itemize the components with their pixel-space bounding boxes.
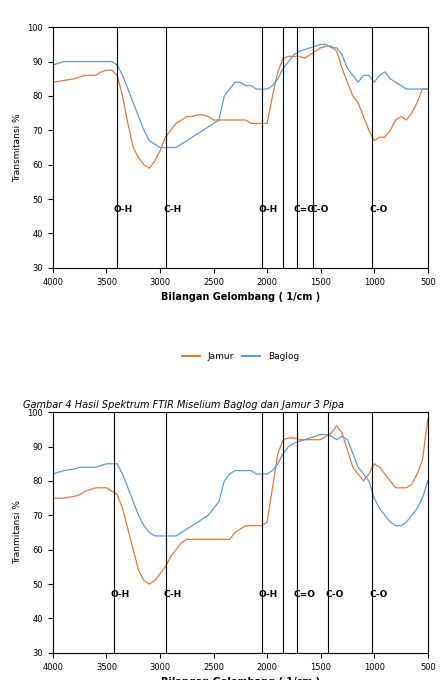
Text: C-H: C-H	[163, 590, 181, 599]
Legend: Jamur, Baglog: Jamur, Baglog	[178, 348, 303, 364]
Text: C-H: C-H	[164, 205, 182, 214]
Text: C=O: C=O	[293, 205, 315, 214]
Text: C-O: C-O	[370, 205, 388, 214]
Text: C-O: C-O	[369, 590, 388, 599]
Text: O-H: O-H	[114, 205, 133, 214]
X-axis label: Bilangan Gelombang ( 1/cm ): Bilangan Gelombang ( 1/cm )	[161, 677, 320, 680]
Text: Gambar 4 Hasil Spektrum FTIR Miselium Baglog dan Jamur 3 Pipa: Gambar 4 Hasil Spektrum FTIR Miselium Ba…	[23, 400, 344, 410]
Text: O-H: O-H	[258, 205, 278, 214]
Text: O-H: O-H	[258, 590, 278, 599]
X-axis label: Bilangan Gelombang ( 1/cm ): Bilangan Gelombang ( 1/cm )	[161, 292, 320, 302]
Text: C-O: C-O	[310, 205, 329, 214]
Text: C-O: C-O	[325, 590, 344, 599]
Y-axis label: Tranmitansi %: Tranmitansi %	[13, 500, 22, 564]
Text: O-H: O-H	[110, 590, 130, 599]
Y-axis label: Transmitansi %: Transmitansi %	[13, 113, 22, 182]
Text: C=O: C=O	[293, 590, 315, 599]
